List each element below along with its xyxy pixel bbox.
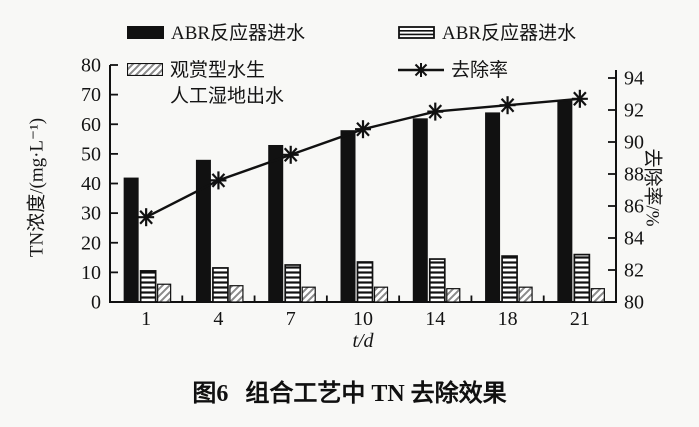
left-axis-tick-label: 60 bbox=[81, 114, 101, 136]
right-axis-tick-label: 86 bbox=[624, 196, 644, 218]
bar-series1-cat14 bbox=[412, 118, 428, 302]
x-axis-tick-label: 18 bbox=[498, 308, 518, 330]
left-axis-tick-label: 0 bbox=[91, 292, 101, 314]
bar-series3-cat14 bbox=[446, 288, 461, 303]
legend-removal-rate-line: 去除率 bbox=[398, 58, 508, 84]
striped-bar-swatch bbox=[398, 26, 435, 39]
legend-label: ABR反应器进水 bbox=[442, 23, 577, 44]
star-ray bbox=[500, 97, 515, 113]
removal-rate-marker-cat10 bbox=[355, 120, 371, 139]
bar-series2-cat1 bbox=[139, 270, 157, 303]
right-axis-tick-label: 94 bbox=[624, 68, 644, 90]
bar-series1-cat21 bbox=[557, 100, 573, 302]
bar-series2-cat14 bbox=[428, 258, 446, 303]
figure-number: 图6 bbox=[192, 381, 229, 407]
x-axis-tick-label: 14 bbox=[425, 308, 445, 330]
bar-series2-cat4 bbox=[212, 267, 229, 303]
hatch-bar-swatch bbox=[127, 63, 163, 76]
solid-bar-swatch bbox=[127, 26, 164, 39]
legend-abr-effluent-bar: ABR反应器进水 bbox=[398, 21, 576, 47]
line-star-swatch bbox=[398, 63, 444, 77]
legend-label-line2: 人工湿地出水 bbox=[170, 86, 285, 107]
bar-series3-cat7 bbox=[301, 286, 316, 303]
bar-series1-cat4 bbox=[195, 159, 211, 302]
star-ray bbox=[211, 173, 226, 188]
left-axis-tick-label: 40 bbox=[81, 173, 101, 195]
removal-rate-marker-cat21 bbox=[571, 89, 588, 108]
star-ray bbox=[573, 91, 587, 107]
figure-caption-text: 组合工艺中 TN 去除效果 bbox=[245, 381, 507, 407]
star-ray bbox=[428, 104, 443, 119]
bar-series1-cat7 bbox=[268, 144, 284, 302]
bar-series1-cat18 bbox=[485, 112, 501, 303]
removal-rate-marker-cat7 bbox=[282, 145, 299, 164]
x-axis-tick-label: 4 bbox=[213, 308, 223, 330]
left-axis-tick-label: 20 bbox=[81, 232, 101, 254]
legend-label-two-lines: 观赏型水生 人工湿地出水 bbox=[170, 58, 284, 110]
right-axis-title: 去除率/% bbox=[641, 148, 663, 227]
star-ray bbox=[283, 147, 298, 163]
removal-rate-marker-cat14 bbox=[427, 102, 444, 121]
removal-rate-marker-cat18 bbox=[499, 96, 516, 115]
legend-abr-influent-bar: ABR反应器进水 bbox=[127, 21, 305, 47]
removal-rate-marker-cat4 bbox=[210, 171, 227, 190]
removal-rate-marker-cat1 bbox=[138, 208, 155, 227]
bar-series1-cat10 bbox=[340, 130, 356, 302]
legend-label: 去除率 bbox=[451, 60, 509, 81]
x-axis-tick-label: 10 bbox=[353, 308, 373, 330]
left-axis-tick-label: 10 bbox=[81, 262, 101, 284]
legend-label-line1: 观赏型水生 bbox=[170, 60, 266, 81]
right-axis-tick-label: 84 bbox=[624, 228, 644, 250]
removal-rate-line bbox=[145, 97, 580, 219]
bar-series2-cat18 bbox=[501, 255, 518, 303]
right-axis-tick-label: 80 bbox=[624, 292, 644, 314]
left-axis-tick-label: 50 bbox=[81, 143, 101, 165]
bar-series2-cat21 bbox=[573, 253, 591, 303]
bar-series1-cat1 bbox=[123, 177, 139, 302]
bar-series3-cat10 bbox=[373, 286, 389, 303]
x-axis-tick-label: 21 bbox=[570, 308, 590, 330]
left-axis-title: TN浓度/(mg·L⁻¹) bbox=[26, 117, 48, 258]
right-axis-tick-label: 88 bbox=[624, 164, 644, 186]
bar-series3-cat18 bbox=[518, 286, 533, 303]
bar-series2-cat10 bbox=[356, 261, 374, 303]
left-axis-tick-label: 30 bbox=[81, 203, 101, 225]
right-axis-tick-label: 92 bbox=[624, 100, 644, 122]
x-axis-tick-label: 1 bbox=[141, 308, 151, 330]
bar-series3-cat1 bbox=[157, 283, 172, 303]
bar-series2-cat7 bbox=[284, 264, 302, 303]
right-axis-tick-label: 90 bbox=[624, 132, 644, 154]
x-axis-tick-label: 7 bbox=[286, 308, 296, 330]
star-ray bbox=[356, 121, 370, 137]
left-axis-tick-label: 70 bbox=[81, 84, 101, 106]
right-axis-tick-label: 82 bbox=[624, 260, 644, 282]
bar-series3-cat4 bbox=[229, 285, 244, 303]
figure-caption: 图6 组合工艺中 TN 去除效果 bbox=[0, 373, 699, 408]
legend-label: ABR反应器进水 bbox=[171, 23, 306, 44]
legend-wetland-effluent-bar: 观赏型水生 人工湿地出水 bbox=[127, 58, 284, 110]
star-ray bbox=[139, 209, 153, 225]
bar-series3-cat21 bbox=[590, 288, 605, 303]
x-axis-title: t/d bbox=[352, 330, 374, 352]
left-axis-tick-label: 80 bbox=[81, 55, 101, 77]
